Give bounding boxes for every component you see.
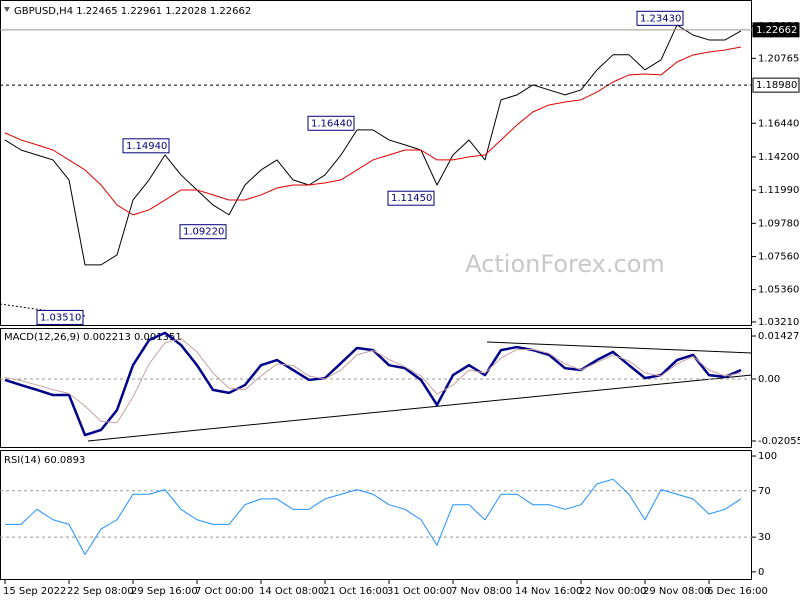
annotation-box bbox=[36, 309, 84, 325]
macd-panel-frame bbox=[0, 328, 752, 448]
y-tick-label: -0.020556 bbox=[758, 436, 800, 447]
rsi-title: RSI(14) 60.0893 bbox=[4, 455, 85, 466]
annotation-box bbox=[122, 138, 170, 154]
x-tick-label: 15 Sep 2022 bbox=[3, 586, 66, 597]
symbol-icon bbox=[4, 7, 10, 12]
annotation-box bbox=[307, 115, 355, 131]
y-tick-label: 1.16440 bbox=[758, 118, 799, 129]
y-tick-label: 0.014278 bbox=[758, 331, 800, 342]
trend-line bbox=[87, 374, 753, 442]
annotation-label: 1.11450 bbox=[391, 193, 432, 204]
y-tick-label: 1.20765 bbox=[758, 53, 799, 64]
x-tick-label: 22 Sep 08:00 bbox=[67, 586, 134, 597]
annotation-label: 1.23430 bbox=[640, 13, 681, 24]
macd-title: MACD(12,26,9) 0.002213 0.001351 bbox=[4, 332, 182, 343]
price-label: 1.18980 bbox=[756, 80, 797, 91]
x-tick-label: 21 Oct 16:00 bbox=[323, 586, 388, 597]
rsi-panel-frame bbox=[0, 450, 752, 580]
y-tick-label: 1.11990 bbox=[758, 185, 799, 196]
y-tick-label: 1.03210 bbox=[758, 317, 799, 328]
x-tick-label: 14 Nov 16:00 bbox=[515, 586, 582, 597]
price-label-box bbox=[752, 77, 800, 93]
annotation-label: 1.09220 bbox=[183, 227, 224, 238]
x-tick-label: 6 Dec 16:00 bbox=[707, 586, 768, 597]
price-label: 1.22662 bbox=[756, 25, 797, 36]
annotation-box bbox=[636, 10, 684, 26]
x-tick-label: 31 Oct 00:00 bbox=[387, 586, 452, 597]
x-tick-label: 7 Nov 08:00 bbox=[451, 586, 512, 597]
y-tick-label: 1.05360 bbox=[758, 285, 799, 296]
series-line bbox=[4, 337, 742, 424]
x-tick-label: 7 Oct 00:00 bbox=[195, 586, 254, 597]
y-tick-label: 1.07560 bbox=[758, 252, 799, 263]
y-tick-label: 0 bbox=[758, 567, 764, 578]
annotation-box bbox=[179, 224, 227, 240]
annotation-box bbox=[387, 190, 435, 206]
price-panel-frame bbox=[0, 0, 752, 326]
series-line bbox=[4, 46, 742, 216]
y-tick-label: 1.14200 bbox=[758, 152, 799, 163]
x-tick-label: 29 Sep 16:00 bbox=[131, 586, 198, 597]
y-tick-label: 30 bbox=[758, 532, 771, 543]
price-label-box bbox=[752, 22, 800, 38]
watermark: ActionForex.com bbox=[465, 250, 665, 278]
y-tick-label: 100 bbox=[758, 451, 777, 462]
x-tick-label: 14 Oct 08:00 bbox=[259, 586, 324, 597]
x-tick-label: 22 Nov 00:00 bbox=[579, 586, 646, 597]
chart-title: GBPUSD,H4 1.22465 1.22961 1.22028 1.2266… bbox=[14, 6, 251, 17]
series-line bbox=[5, 478, 742, 556]
y-tick-label: 0.00 bbox=[758, 374, 780, 385]
annotation-label: 1.14940 bbox=[126, 141, 167, 152]
trend-line bbox=[486, 341, 753, 354]
series-line bbox=[4, 24, 742, 266]
x-tick-label: 29 Nov 08:00 bbox=[643, 586, 710, 597]
y-tick-label: 70 bbox=[758, 486, 771, 497]
annotation-label: 1.03510 bbox=[40, 312, 81, 323]
y-tick-label: 1.09780 bbox=[758, 218, 799, 229]
annotation-label: 1.16440 bbox=[311, 118, 352, 129]
